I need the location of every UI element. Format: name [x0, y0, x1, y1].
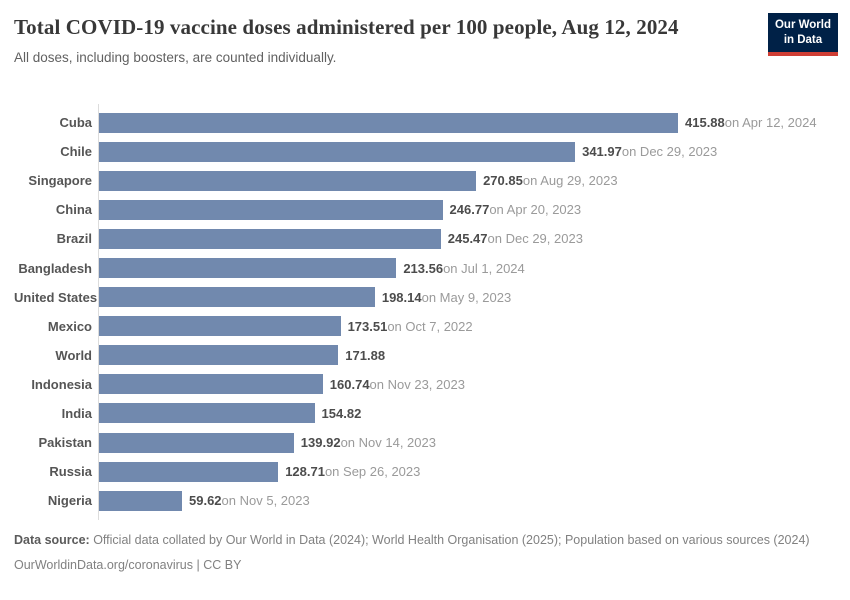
bar-chart: Cuba 415.88 on Apr 12, 2024 Chile 341.97… — [14, 104, 838, 521]
bar-area: 198.14 on May 9, 2023 — [98, 287, 838, 308]
country-label[interactable]: United States — [14, 289, 98, 305]
chart-row: Chile 341.97 on Dec 29, 2023 — [14, 137, 838, 166]
bar[interactable] — [99, 170, 477, 191]
bar[interactable] — [99, 345, 339, 366]
bar-area: 154.82 — [98, 403, 838, 424]
bar-area: 213.56 on Jul 1, 2024 — [98, 258, 838, 279]
date-label: on Nov 14, 2023 — [340, 435, 436, 451]
country-label[interactable]: Bangladesh — [18, 260, 92, 276]
date-label: on Dec 29, 2023 — [487, 231, 583, 247]
bar[interactable] — [99, 287, 375, 308]
chart-row: Cuba 415.88 on Apr 12, 2024 — [14, 108, 838, 137]
bar[interactable] — [99, 141, 576, 162]
country-label[interactable]: Singapore — [28, 173, 92, 189]
bar[interactable] — [99, 374, 323, 395]
date-label: on Oct 7, 2022 — [387, 318, 473, 334]
bar-area: 128.71 on Sep 26, 2023 — [98, 461, 838, 482]
bar[interactable] — [99, 490, 182, 511]
chart-row: Mexico 173.51 on Oct 7, 2022 — [14, 312, 838, 341]
value-label: 154.82 — [321, 405, 362, 421]
bar-area: 139.92 on Nov 14, 2023 — [98, 432, 838, 453]
value-label: 128.71 — [285, 464, 325, 480]
bar-area: 160.74 on Nov 23, 2023 — [98, 374, 838, 395]
value-label: 246.77 — [449, 202, 490, 218]
bar[interactable] — [99, 432, 294, 453]
chart-row: Pakistan 139.92 on Nov 14, 2023 — [14, 428, 838, 457]
country-label[interactable]: Brazil — [56, 231, 92, 247]
data-source-text: Official data collated by Our World in D… — [89, 533, 810, 547]
date-label: on Apr 20, 2023 — [489, 202, 582, 218]
date-label: on Apr 12, 2024 — [724, 115, 817, 131]
country-label[interactable]: Mexico — [47, 318, 92, 334]
bar-area: 59.62 on Nov 5, 2023 — [98, 490, 838, 511]
date-label: on Aug 29, 2023 — [522, 173, 618, 189]
chart-row: Singapore 270.85 on Aug 29, 2023 — [14, 166, 838, 195]
value-label: 160.74 — [329, 376, 370, 392]
chart-row: Bangladesh 213.56 on Jul 1, 2024 — [14, 253, 838, 282]
value-label: 173.51 — [347, 318, 388, 334]
country-label[interactable]: Russia — [49, 464, 92, 480]
value-label: 341.97 — [582, 144, 622, 160]
owid-logo-line2: in Data — [783, 33, 823, 46]
value-label: 415.88 — [685, 115, 725, 131]
bar[interactable] — [99, 461, 279, 482]
country-label[interactable]: Indonesia — [31, 376, 92, 392]
owid-logo[interactable]: Our World in Data — [767, 13, 838, 56]
bar-area: 171.88 — [98, 345, 838, 366]
data-source-line: Data source: Official data collated by O… — [14, 531, 836, 549]
bar[interactable] — [99, 228, 441, 249]
owid-logo-line1: Our World — [774, 19, 831, 31]
chart-row: United States 198.14 on May 9, 2023 — [14, 283, 838, 312]
chart-row: India 154.82 — [14, 399, 838, 428]
country-label[interactable]: Pakistan — [38, 435, 92, 451]
bar-area: 341.97 on Dec 29, 2023 — [98, 141, 838, 162]
date-label: on Jul 1, 2024 — [443, 260, 525, 276]
value-label: 213.56 — [403, 260, 444, 276]
date-label: on May 9, 2023 — [421, 289, 512, 305]
date-label: on Nov 23, 2023 — [369, 376, 465, 392]
bar[interactable] — [99, 199, 443, 220]
value-label: 245.47 — [447, 231, 488, 247]
date-label: on Nov 5, 2023 — [221, 493, 310, 509]
date-label: on Dec 29, 2023 — [621, 144, 718, 160]
chart-row: Nigeria 59.62 on Nov 5, 2023 — [14, 486, 838, 515]
bar-area: 270.85 on Aug 29, 2023 — [98, 170, 838, 191]
bar-area: 246.77 on Apr 20, 2023 — [98, 199, 838, 220]
citation-text: OurWorldinData.org/coronavirus | CC BY — [14, 558, 242, 573]
bar[interactable] — [99, 112, 678, 133]
country-label[interactable]: Nigeria — [47, 493, 92, 509]
country-label[interactable]: World — [55, 347, 92, 363]
chart-header: Total COVID-19 vaccine doses administere… — [14, 13, 838, 65]
bar-area: 415.88 on Apr 12, 2024 — [98, 112, 838, 133]
chart-footer: Data source: Official data collated by O… — [14, 531, 836, 574]
data-source-label: Data source: — [14, 533, 90, 547]
y-axis-line — [98, 104, 99, 521]
country-label[interactable]: China — [55, 202, 92, 218]
chart-row: Russia 128.71 on Sep 26, 2023 — [14, 457, 838, 486]
chart-row: World 171.88 — [14, 341, 838, 370]
value-label: 270.85 — [483, 173, 523, 189]
bar[interactable] — [99, 316, 341, 337]
country-label[interactable]: Chile — [60, 144, 92, 160]
date-label: on Sep 26, 2023 — [324, 464, 421, 480]
chart-row: China 246.77 on Apr 20, 2023 — [14, 195, 838, 224]
bar[interactable] — [99, 403, 315, 424]
value-label: 171.88 — [345, 347, 386, 363]
bar-area: 173.51 on Oct 7, 2022 — [98, 316, 838, 337]
value-label: 59.62 — [189, 493, 222, 509]
country-label[interactable]: Cuba — [59, 115, 93, 131]
country-label[interactable]: India — [61, 405, 92, 421]
chart-title: Total COVID-19 vaccine doses administere… — [14, 15, 679, 39]
chart-row: Brazil 245.47 on Dec 29, 2023 — [14, 224, 838, 253]
bar-area: 245.47 on Dec 29, 2023 — [98, 228, 838, 249]
value-label: 139.92 — [300, 435, 341, 451]
chart-subtitle: All doses, including boosters, are count… — [14, 50, 337, 66]
chart-row: Indonesia 160.74 on Nov 23, 2023 — [14, 370, 838, 399]
value-label: 198.14 — [381, 289, 422, 305]
bar[interactable] — [99, 258, 397, 279]
